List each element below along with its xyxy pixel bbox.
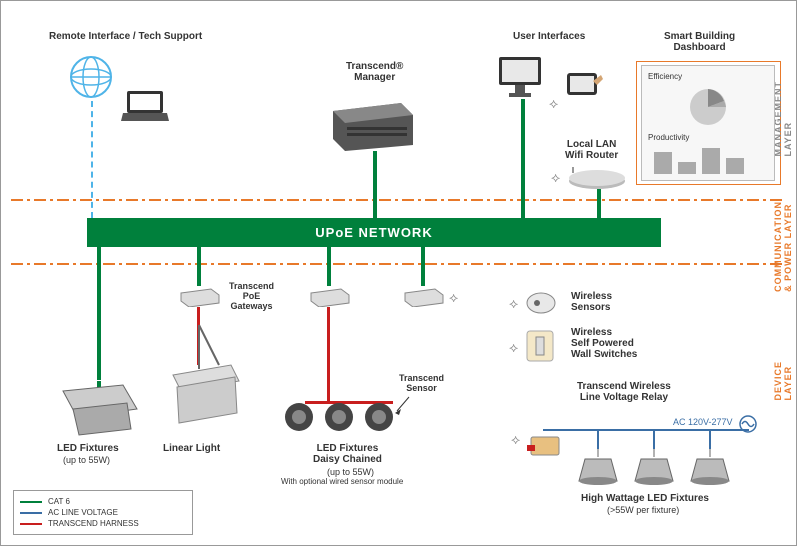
green-line-ui [521, 99, 525, 218]
laptop-icon [119, 89, 171, 128]
led-fixture-icon [43, 381, 143, 440]
led-daisy-label: LED Fixtures Daisy Chained [313, 443, 382, 465]
relay-icon [525, 431, 565, 464]
legend: CAT 6 AC LINE VOLTAGE TRANSCEND HARNESS [13, 490, 193, 535]
wifi-icon-relay: ⟡ [511, 431, 520, 448]
wifi-icon-gw3: ⟡ [449, 289, 458, 306]
legend-cat: CAT 6 [48, 497, 70, 506]
hw-fixture-1 [575, 447, 621, 490]
dashboard-title-label: Smart Building Dashboard [664, 31, 735, 53]
globe-icon [67, 53, 115, 104]
productivity-label: Productivity [648, 133, 768, 142]
ac-voltage-label: AC 120V-277V [673, 417, 733, 427]
relay-label: Transcend Wireless Line Voltage Relay [577, 381, 671, 403]
divider-1 [11, 199, 786, 201]
green-line-d4 [421, 246, 425, 286]
remote-interface-label: Remote Interface / Tech Support [49, 31, 202, 42]
blue-line-relay [543, 429, 749, 431]
sensor-arrow [395, 395, 411, 415]
led-daisy-sublabel: (up to 55W) [327, 467, 374, 477]
wireless-sensor-icon [523, 289, 561, 320]
transcend-manager-label: Transcend® Manager [346, 61, 403, 83]
red-line-2 [327, 307, 330, 403]
wifi-icon-router: ⟡ [551, 169, 560, 186]
led-fixtures-label: LED Fixtures [57, 443, 119, 454]
manager-server-icon [323, 93, 423, 156]
green-line-d1 [97, 246, 101, 380]
user-interfaces-label: User Interfaces [513, 31, 585, 42]
divider-2 [11, 263, 786, 265]
blue-line-f1 [597, 429, 599, 449]
led-daisy-sublabel2: With optional wired sensor module [281, 477, 403, 486]
wall-switch-icon [523, 327, 557, 368]
gateway-1 [179, 285, 221, 310]
upoe-network-bar: UPoE NETWORK [87, 218, 661, 247]
tablet-icon [563, 69, 607, 108]
monitor-icon [495, 53, 545, 106]
green-line-router [597, 189, 601, 218]
communication-layer-label: COMMUNICATION & POWER LAYER [773, 201, 793, 292]
gateway-3 [403, 285, 445, 310]
ac-sine-icon [739, 415, 757, 433]
wall-switches-label: Wireless Self Powered Wall Switches [571, 327, 637, 360]
wifi-icon-1: ⟡ [549, 95, 558, 112]
linear-light-icon [155, 321, 245, 434]
hw-fixture-3 [687, 447, 733, 490]
management-layer-label: MANAGEMENT LAYER [773, 81, 793, 157]
wifi-icon-sensor: ⟡ [509, 295, 518, 312]
legend-harness: TRANSCEND HARNESS [48, 519, 139, 528]
green-line-d3 [327, 246, 331, 286]
wireless-sensors-label: Wireless Sensors [571, 291, 612, 313]
blue-line-f2 [653, 429, 655, 449]
sensor-label: Transcend Sensor [399, 373, 444, 393]
hw-fixture-2 [631, 447, 677, 490]
green-line-d2 [197, 246, 201, 286]
high-wattage-label: High Wattage LED Fixtures [581, 493, 709, 504]
high-wattage-sublabel: (>55W per fixture) [607, 505, 679, 515]
bar-chart-icon [648, 142, 768, 176]
router-label: Local LAN Wifi Router [565, 139, 618, 161]
green-line-manager [373, 151, 377, 218]
device-layer-label: DEVICE LAYER [773, 361, 793, 401]
dash-line-remote [91, 101, 93, 218]
gateway-2 [309, 285, 351, 310]
legend-ac: AC LINE VOLTAGE [48, 508, 118, 517]
pie-chart-icon [684, 83, 732, 131]
led-fixtures-sublabel: (up to 55W) [63, 455, 110, 465]
blue-line-f3 [709, 429, 711, 449]
linear-light-label: Linear Light [163, 443, 220, 454]
dashboard-panel: Efficiency Productivity [641, 65, 775, 181]
gateways-label: Transcend PoE Gateways [229, 281, 274, 311]
wifi-icon-switch: ⟡ [509, 339, 518, 356]
efficiency-label: Efficiency [648, 72, 768, 81]
